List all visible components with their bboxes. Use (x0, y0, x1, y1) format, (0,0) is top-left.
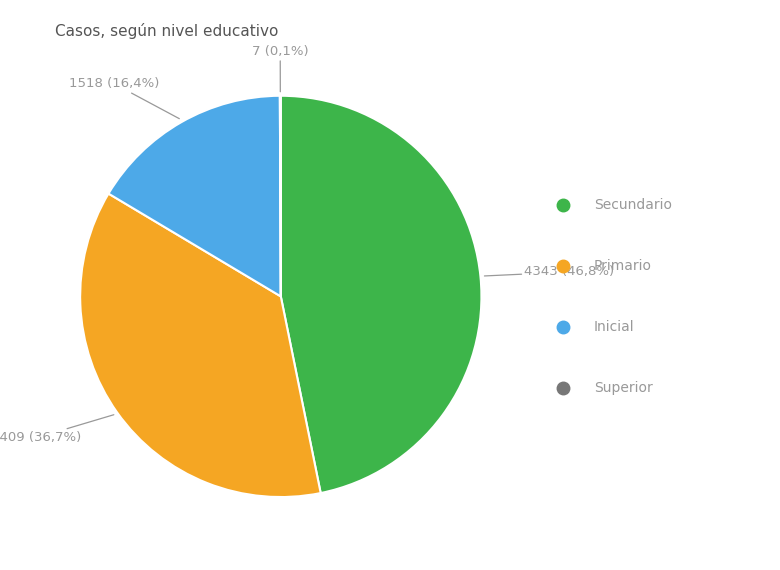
Text: Casos, según nivel educativo: Casos, según nivel educativo (55, 23, 278, 39)
Text: 3409 (36,7%): 3409 (36,7%) (0, 415, 114, 445)
Text: 4343 (46,8%): 4343 (46,8%) (484, 266, 615, 279)
Wedge shape (280, 96, 281, 296)
Wedge shape (281, 96, 481, 493)
Wedge shape (80, 194, 321, 497)
Text: 7 (0,1%): 7 (0,1%) (252, 45, 309, 92)
Text: Superior: Superior (594, 381, 653, 394)
Text: Primario: Primario (594, 259, 652, 273)
Text: Secundario: Secundario (594, 198, 672, 212)
Text: 1518 (16,4%): 1518 (16,4%) (69, 78, 179, 119)
Wedge shape (108, 96, 281, 296)
Text: Inicial: Inicial (594, 320, 635, 334)
